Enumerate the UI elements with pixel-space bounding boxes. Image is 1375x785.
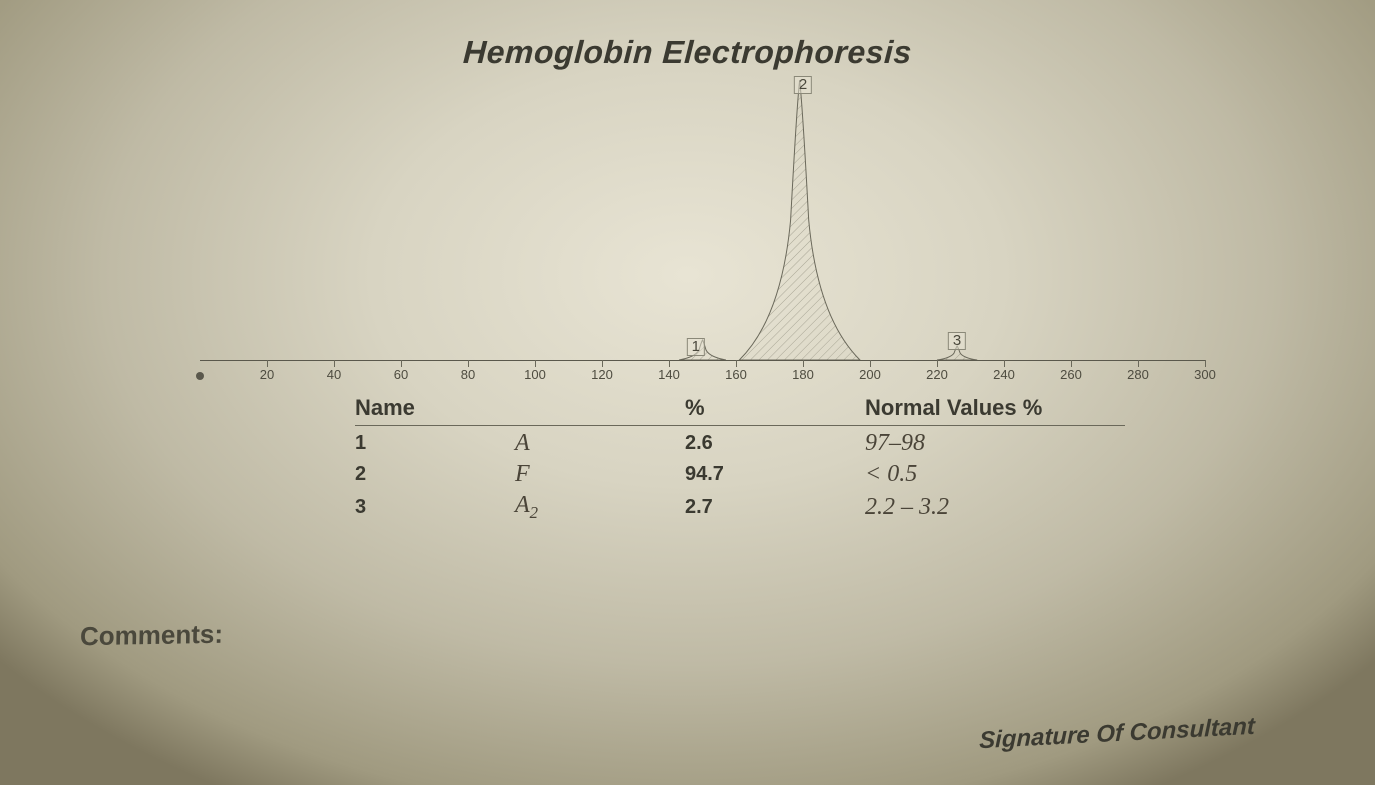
col-pct: % [685, 395, 865, 421]
col-normal: Normal Values % [865, 395, 1125, 421]
x-tick [535, 360, 536, 367]
row-normal-handwritten: < 0.5 [865, 461, 1125, 488]
x-tick-label: 100 [524, 367, 546, 382]
x-tick-label: 220 [926, 367, 948, 382]
x-tick [937, 360, 938, 367]
row-number: 2 [355, 463, 515, 486]
x-tick [669, 360, 670, 367]
report-title: Hemoglobin Electrophoresis [0, 34, 1375, 71]
x-tick [334, 360, 335, 367]
x-tick [267, 360, 268, 367]
x-tick-label: 240 [993, 367, 1015, 382]
comments-label: Comments: [80, 619, 224, 653]
x-tick [870, 360, 871, 367]
x-tick-label: 80 [461, 367, 475, 382]
x-tick [468, 360, 469, 367]
x-tick-label: 160 [725, 367, 747, 382]
table-header-row: Name % Normal Values % [355, 395, 1125, 426]
col-name: Name [355, 395, 515, 421]
peak-label-2: 2 [794, 76, 812, 94]
table-row: 1A2.697–98 [355, 426, 1125, 457]
peak-label-1: 1 [687, 338, 705, 356]
row-number: 3 [355, 496, 515, 519]
x-tick [1071, 360, 1072, 367]
x-axis [200, 360, 1205, 361]
x-tick-label: 20 [260, 367, 274, 382]
x-tick [1004, 360, 1005, 367]
row-name-handwritten: F [515, 461, 685, 488]
x-tick-label: 40 [327, 367, 341, 382]
table-row: 3A22.72.2 – 3.2 [355, 488, 1125, 523]
electrophoresis-chart: 2040608010012014016018020022024026028030… [200, 70, 1205, 370]
x-tick-label: 280 [1127, 367, 1149, 382]
x-tick [602, 360, 603, 367]
x-tick [1138, 360, 1139, 367]
row-normal-handwritten: 97–98 [865, 430, 1125, 457]
x-tick-label: 200 [859, 367, 881, 382]
x-tick-label: 300 [1194, 367, 1216, 382]
x-tick [1205, 360, 1206, 367]
table-row: 2F94.7< 0.5 [355, 457, 1125, 488]
x-tick-label: 60 [394, 367, 408, 382]
row-name-handwritten: A2 [515, 492, 685, 523]
x-tick [401, 360, 402, 367]
x-tick-label: 180 [792, 367, 814, 382]
row-number: 1 [355, 432, 515, 455]
peak-label-3: 3 [948, 332, 966, 350]
signature-label: Signature Of Consultant [979, 713, 1255, 756]
row-percent: 2.7 [685, 496, 865, 519]
row-name-handwritten: A [515, 430, 685, 457]
x-tick [736, 360, 737, 367]
x-tick-label: 260 [1060, 367, 1082, 382]
x-tick [803, 360, 804, 367]
x-tick-label: 120 [591, 367, 613, 382]
x-tick-label: 140 [658, 367, 680, 382]
row-percent: 94.7 [685, 463, 865, 486]
origin-marker [196, 372, 204, 380]
row-percent: 2.6 [685, 432, 865, 455]
report-page: Hemoglobin Electrophoresis 2040608010012… [0, 0, 1375, 785]
results-table: Name % Normal Values % 1A2.697–982F94.7<… [355, 395, 1125, 523]
chart-svg [200, 70, 1205, 370]
col-name-hw [515, 395, 685, 421]
row-normal-handwritten: 2.2 – 3.2 [865, 494, 1125, 521]
peak-2 [739, 80, 860, 360]
